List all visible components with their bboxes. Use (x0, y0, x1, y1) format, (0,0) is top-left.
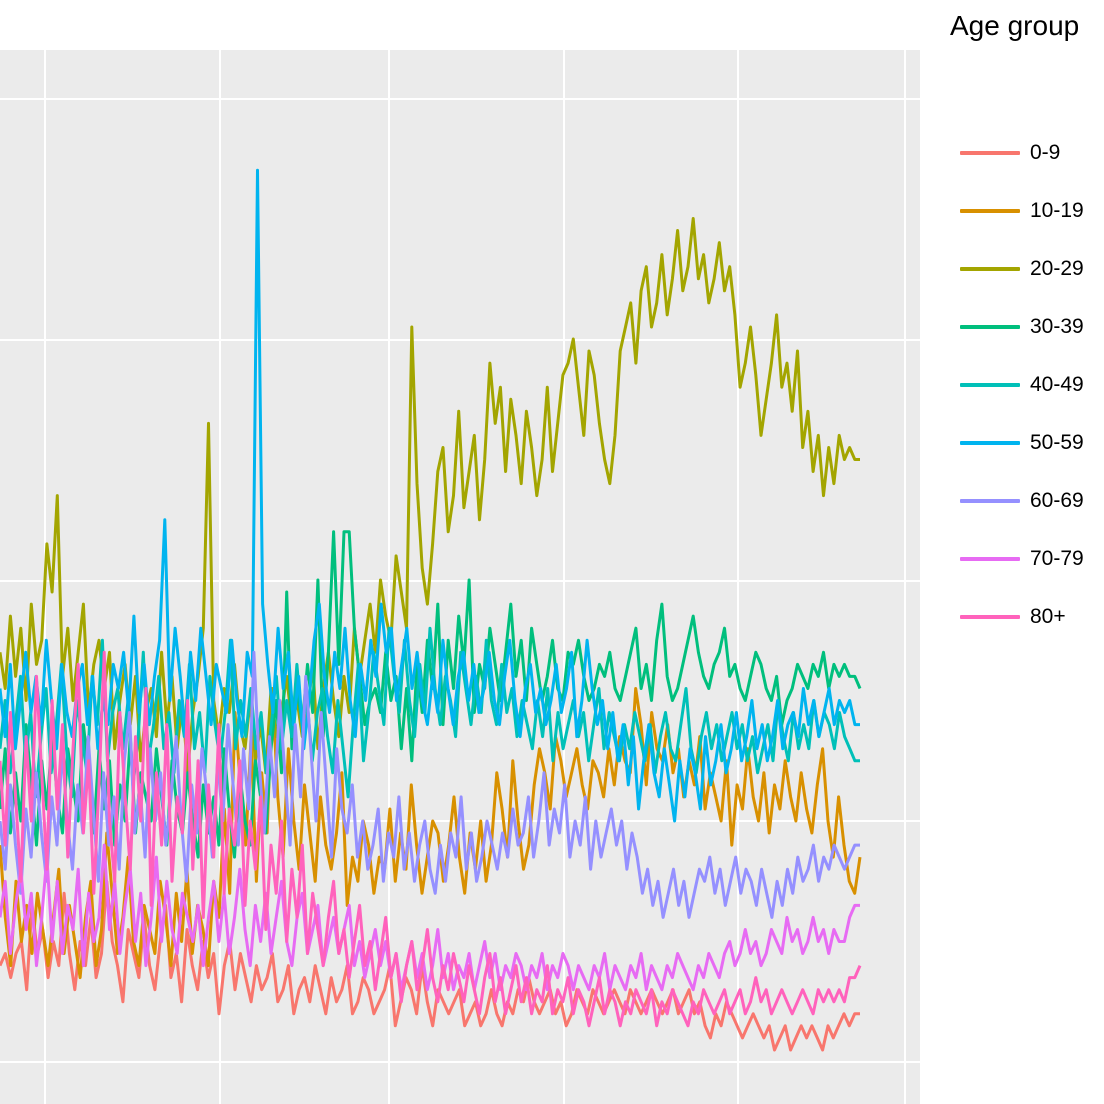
plot-panel (0, 50, 920, 1104)
legend-swatch (960, 615, 1020, 619)
legend-swatch (960, 267, 1020, 271)
legend-swatch (960, 383, 1020, 387)
legend-swatch (960, 151, 1020, 155)
legend-label: 20-29 (1030, 257, 1084, 280)
legend-item: 80+ (960, 602, 1100, 632)
legend-label: 60-69 (1030, 489, 1084, 512)
series-lines (0, 168, 862, 1052)
legend-swatch (960, 209, 1020, 213)
legend-item: 0-9 (960, 138, 1100, 168)
legend: Age group 0-9 10-19 20-29 30-39 40-49 50-59 60… (930, 0, 1104, 700)
legend-label: 80+ (1030, 605, 1066, 628)
legend-swatch (960, 441, 1020, 445)
legend-item: 60-69 (960, 486, 1100, 516)
legend-item: 20-29 (960, 254, 1100, 284)
legend-label: 70-79 (1030, 547, 1084, 570)
legend-swatch (960, 557, 1020, 561)
legend-item: 70-79 (960, 544, 1100, 574)
legend-label: 0-9 (1030, 141, 1061, 164)
legend-item: 50-59 (960, 428, 1100, 458)
legend-title: Age group (950, 10, 1080, 41)
series-line-40-49 (0, 626, 860, 799)
series-line-60-69 (0, 650, 860, 919)
legend-swatch (960, 325, 1020, 329)
legend-label: 10-19 (1030, 199, 1084, 222)
legend-item: 40-49 (960, 370, 1100, 400)
legend-swatch (960, 499, 1020, 503)
legend-label: 30-39 (1030, 315, 1084, 338)
legend-item: 30-39 (960, 312, 1100, 342)
series-line-80plus (0, 650, 862, 1028)
series-line-50-59 (0, 168, 860, 823)
legend-label: 50-59 (1030, 431, 1084, 454)
legend-item: 10-19 (960, 196, 1100, 226)
legend-label: 40-49 (1030, 373, 1084, 396)
series-line-70-79 (0, 843, 860, 992)
